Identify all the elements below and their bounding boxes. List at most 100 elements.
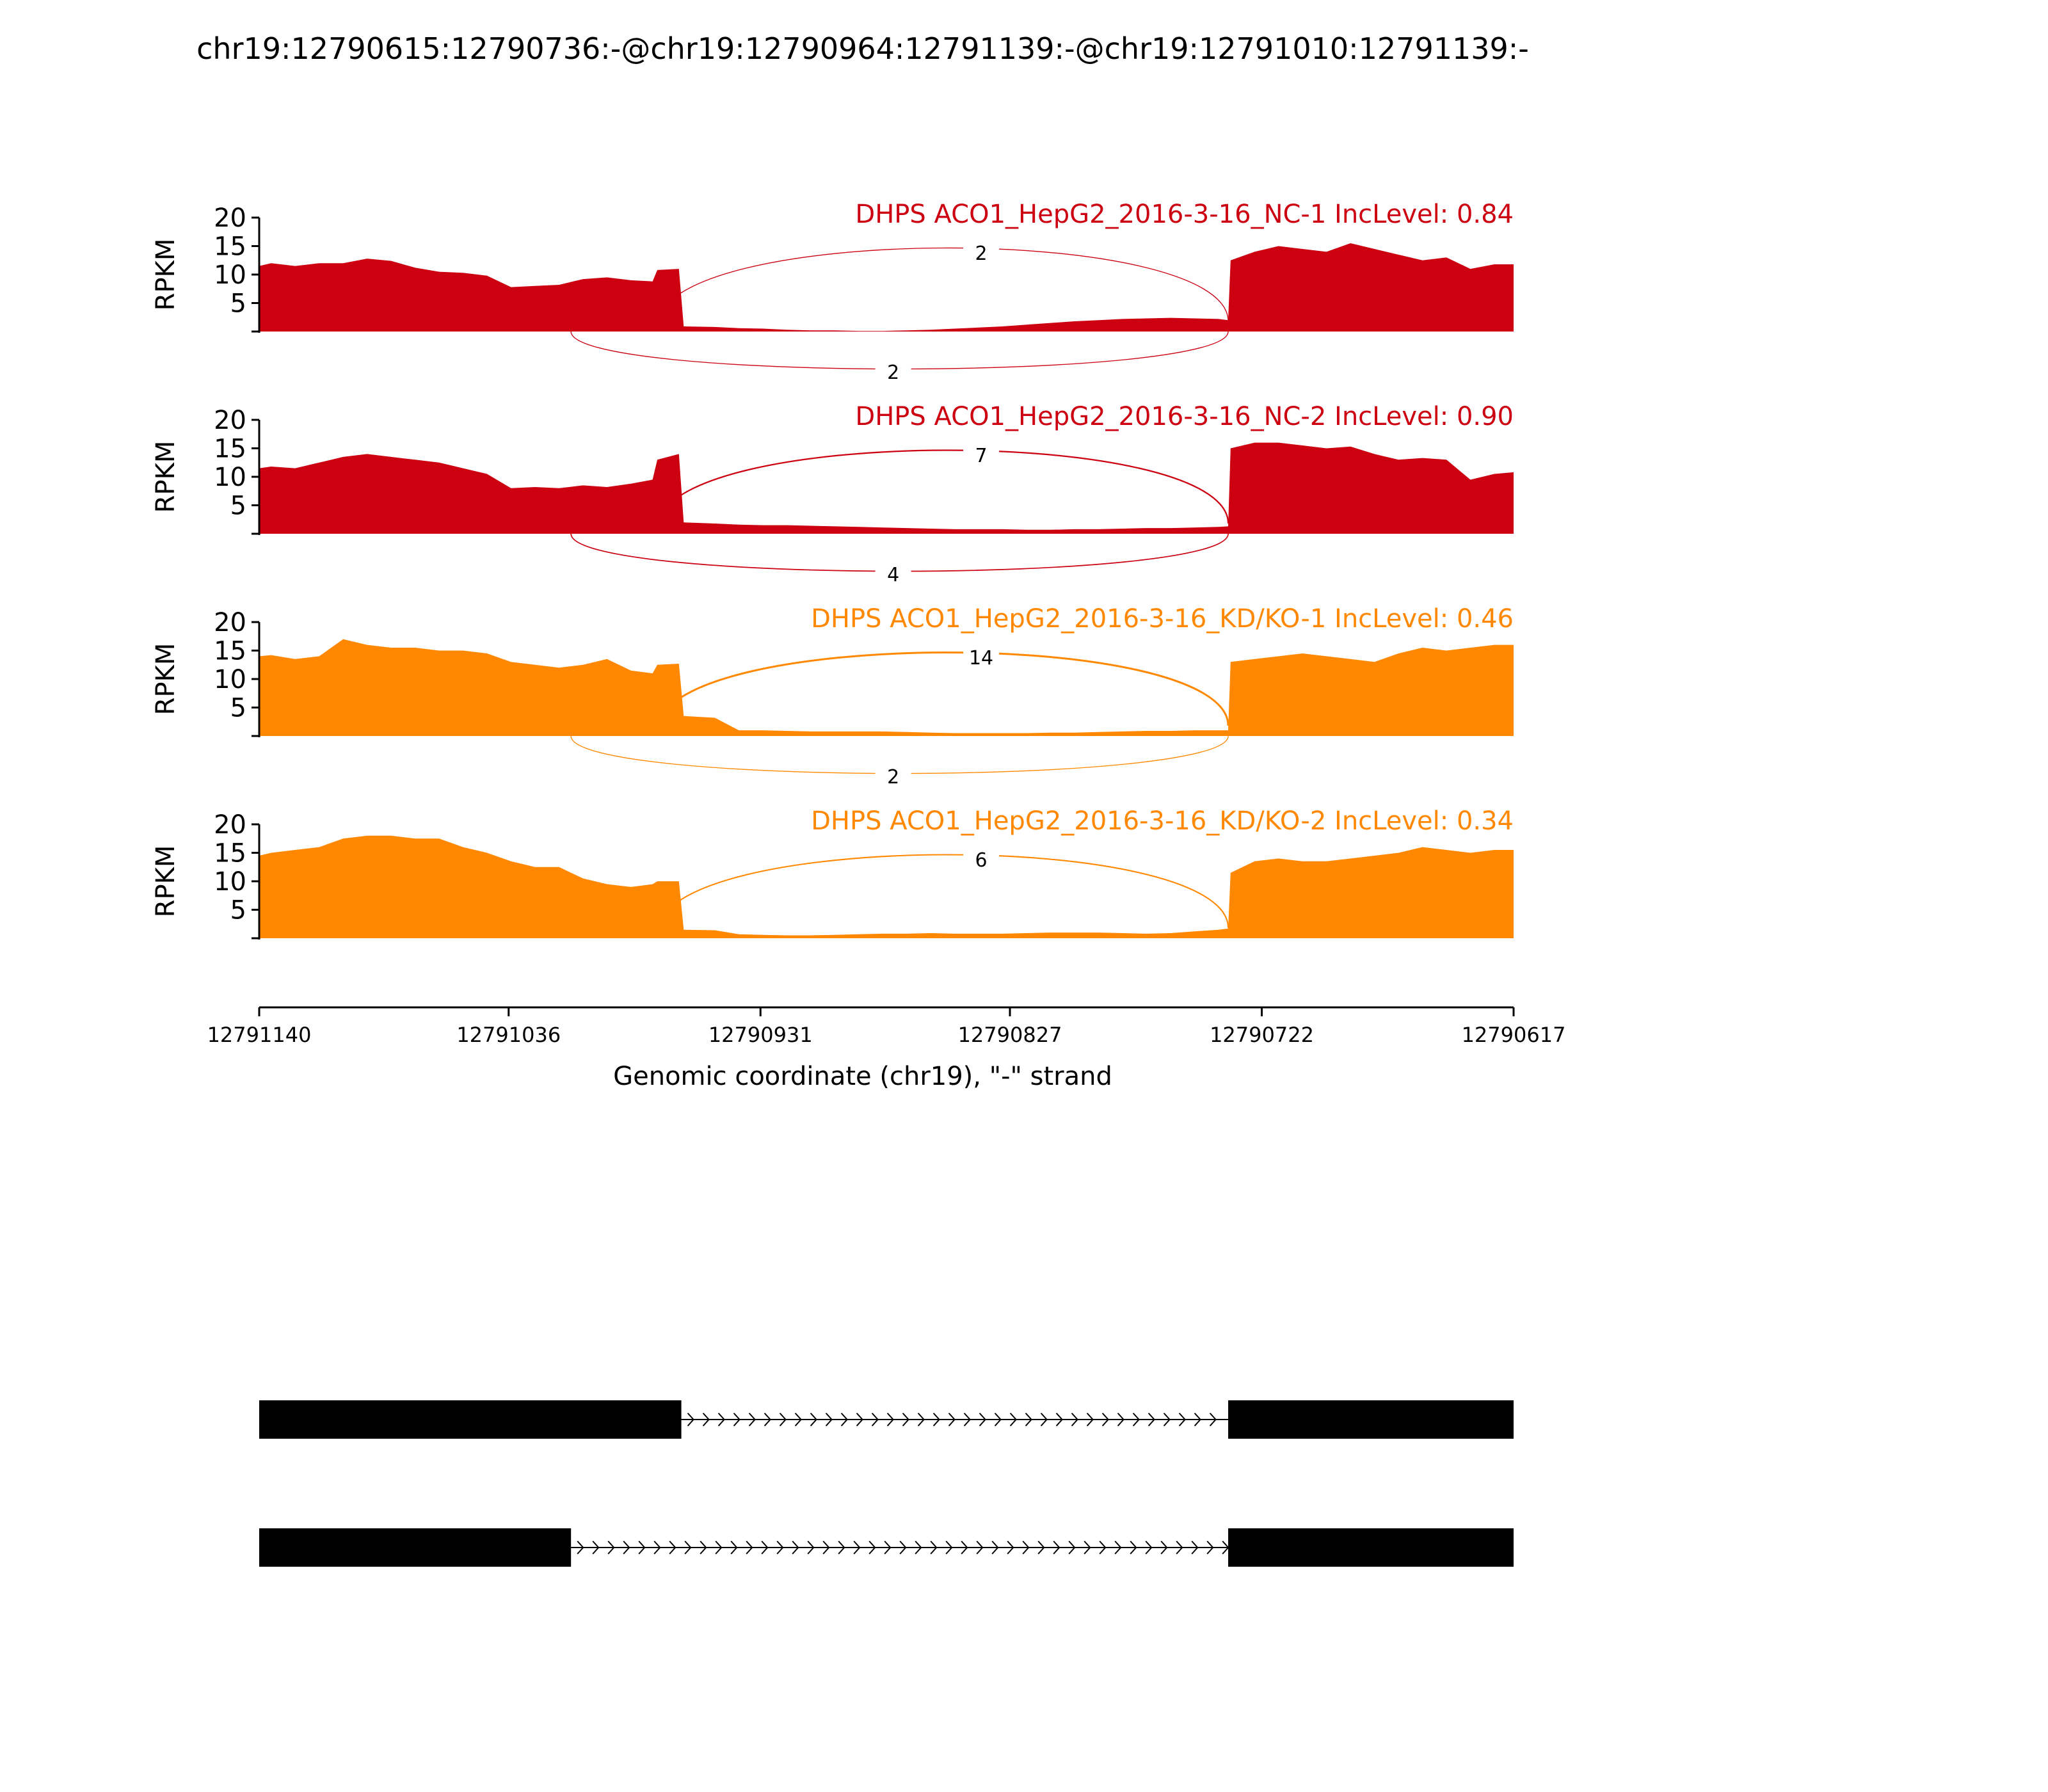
junction-label-bg [875,361,911,383]
junction-label-bg [963,444,1000,466]
inclusion-junction-count: 6 [975,849,988,872]
x-axis: 12791140 12791036 12790931 12790827 12790722… [207,1006,1565,1047]
exon-block [259,1528,572,1567]
y-tick-label: 10 [214,665,246,694]
coverage-area [259,835,1514,938]
strand-arrow [810,1412,817,1427]
strand-arrow [1132,1412,1140,1427]
strand-arrow [838,1540,845,1555]
strand-arrow [1206,1540,1214,1555]
strand-arrow [607,1540,615,1555]
strand-arrow [638,1540,646,1555]
strand-arrow [868,1540,876,1555]
strand-arrow [1194,1412,1201,1427]
strand-arrow [1101,1412,1109,1427]
x-tick-label: 12790931 [708,1023,813,1047]
junction-label-bg [875,765,911,787]
coverage-area [259,243,1514,332]
inclusion-junction-count: 7 [975,445,988,467]
strand-arrow [702,1412,710,1427]
y-tick-label: 20 [214,204,246,233]
strand-arrow [1191,1540,1199,1555]
y-tick-label: 5 [230,492,246,521]
strand-arrow [945,1540,953,1555]
y-tick-label: 15 [214,839,246,868]
strand-arrow [899,1540,907,1555]
skipping-junction-count: 4 [887,564,899,586]
strand-arrow [653,1540,661,1555]
plot-title: chr19:12790615:12790736:-@chr19:12790964… [196,31,1529,66]
isoform-model [259,1400,1514,1439]
x-tick-label: 12790722 [1210,1023,1314,1047]
strand-arrow [1117,1412,1124,1427]
strand-arrow [779,1412,787,1427]
strand-arrow [1099,1540,1107,1555]
strand-arrow [1209,1412,1217,1427]
strand-arrow [1163,1412,1171,1427]
strand-arrow [1071,1412,1078,1427]
isoform-model [259,1528,1514,1567]
strand-arrow [1022,1540,1030,1555]
strand-arrow [871,1412,879,1427]
coverage-area [259,442,1514,534]
y-tick-label: 10 [214,260,246,290]
strand-arrow [748,1412,756,1427]
track-label: DHPS ACO1_HepG2_2016-3-16_NC-2 IncLevel:… [855,402,1514,431]
junction-label-bg [963,849,1000,870]
strand-arrow [794,1412,802,1427]
strand-arrow [700,1540,707,1555]
strand-arrow [917,1412,925,1427]
y-tick-label: 5 [230,896,246,925]
strand-arrow [1040,1412,1048,1427]
strand-arrow [1178,1412,1186,1427]
strand-arrow [948,1412,956,1427]
strand-arrow [930,1540,938,1555]
strand-arrow [1176,1540,1183,1555]
coverage-area [259,639,1514,736]
y-tick-label: 20 [214,810,246,840]
x-tick-label: 12791036 [456,1023,561,1047]
strand-arrow [715,1540,723,1555]
y-tick-label: 15 [214,637,246,666]
inclusion-junction-count: 2 [975,243,988,265]
strand-arrow [792,1540,799,1555]
y-tick-label: 15 [214,435,246,464]
strand-arrow [1068,1540,1076,1555]
strand-arrow [1025,1412,1032,1427]
strand-arrow [1007,1540,1014,1555]
strand-arrow [717,1412,725,1427]
x-tick-label: 12791140 [207,1023,312,1047]
strand-arrow [730,1540,738,1555]
inclusion-junction-arc [656,652,1229,732]
junction-label-bg [875,563,911,585]
junction-label-bg [963,242,1000,264]
strand-arrow [825,1412,833,1427]
strand-arrow [733,1412,740,1427]
y-axis-label: RPKM [151,845,180,918]
strand-arrow [761,1540,769,1555]
strand-arrow [1148,1412,1155,1427]
strand-arrow [687,1412,694,1427]
strand-arrow [979,1412,986,1427]
strand-arrow [856,1412,863,1427]
x-tick-label: 12790827 [958,1023,1062,1047]
strand-arrow [886,1412,894,1427]
y-tick-label: 10 [214,867,246,897]
strand-arrow [991,1540,999,1555]
exon-block [259,1400,682,1439]
strand-arrow [961,1540,968,1555]
strand-arrow [932,1412,940,1427]
inclusion-junction-arc [656,449,1229,529]
skipping-junction-count: 2 [887,362,899,384]
strand-arrow [776,1540,784,1555]
strand-arrow [1160,1540,1168,1555]
track-label: DHPS ACO1_HepG2_2016-3-16_NC-1 IncLevel:… [855,200,1514,229]
y-tick-label: 5 [230,694,246,723]
strand-arrow [746,1540,753,1555]
inclusion-junction-count: 14 [969,647,993,669]
x-axis-label: Genomic coordinate (chr19), "-" strand [613,1062,1112,1091]
strand-arrow [1037,1540,1045,1555]
strand-arrow [1055,1412,1063,1427]
